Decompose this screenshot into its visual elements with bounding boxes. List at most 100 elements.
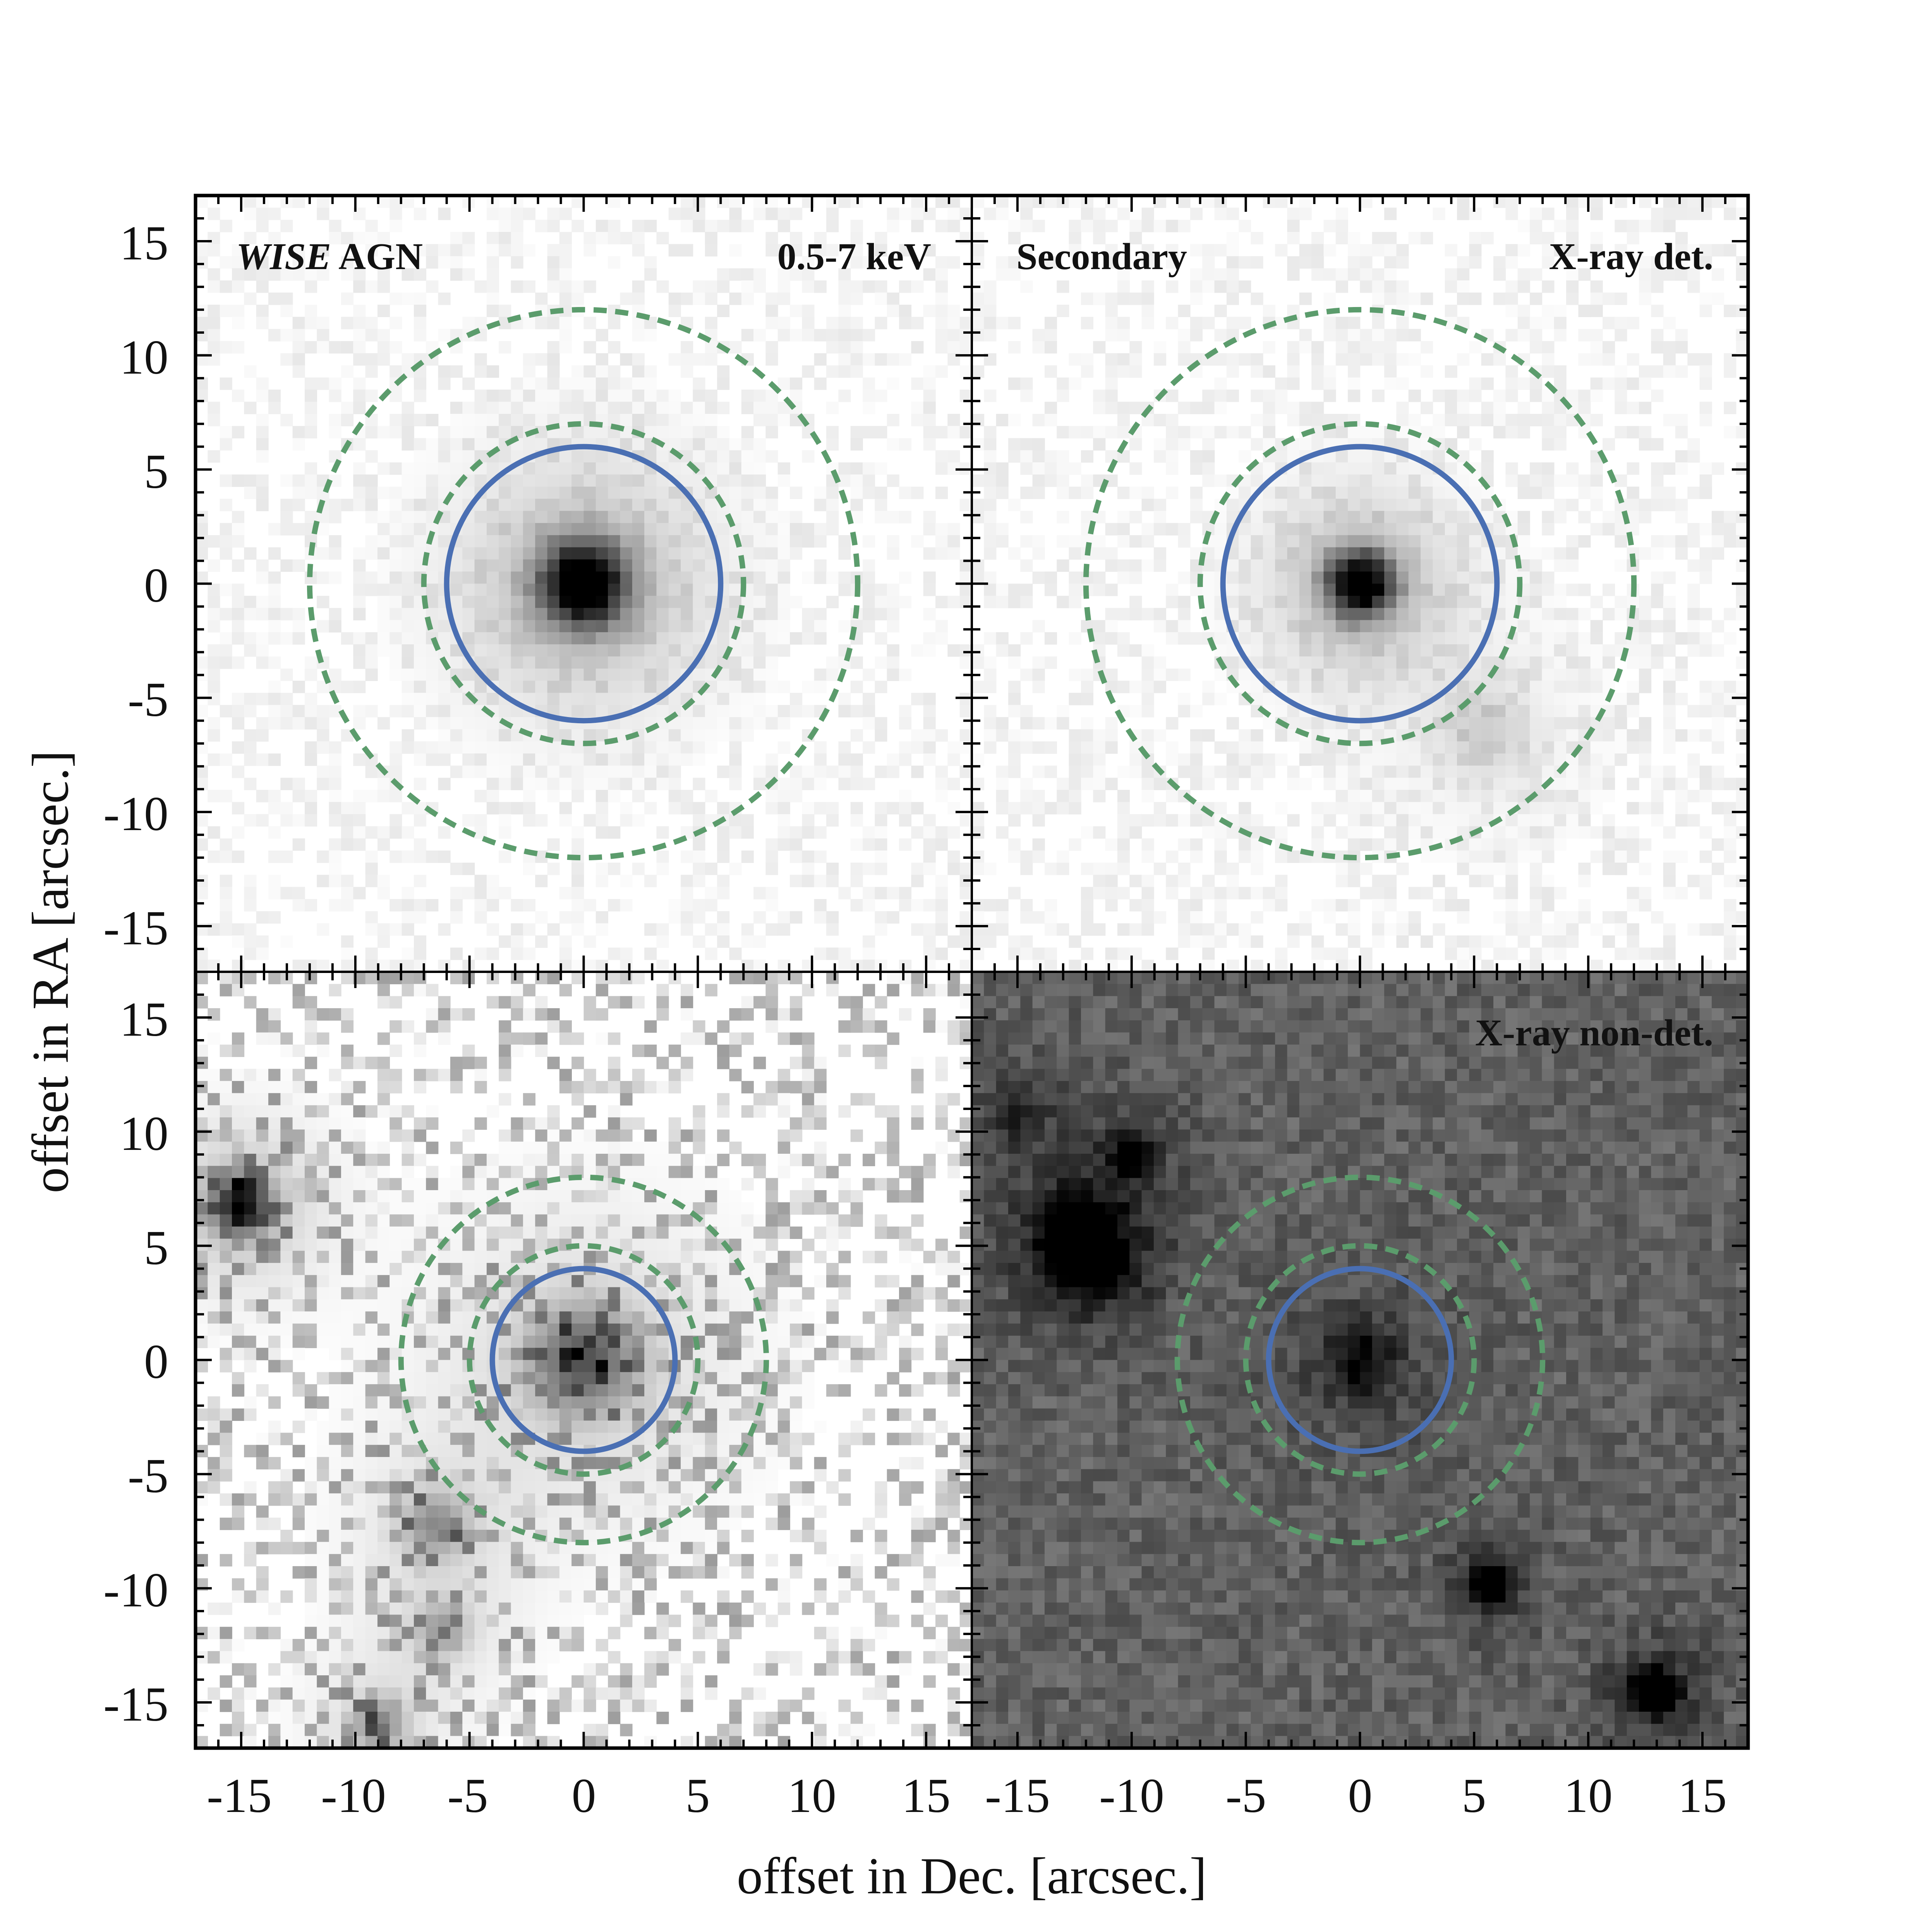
image-pixel	[632, 681, 645, 693]
image-pixel	[1517, 329, 1530, 341]
image-pixel	[850, 220, 863, 232]
image-pixel	[668, 899, 681, 912]
image-pixel	[1712, 838, 1724, 851]
image-pixel	[1008, 377, 1021, 390]
image-pixel	[620, 232, 633, 245]
image-pixel	[1457, 571, 1470, 584]
image-pixel	[1178, 814, 1191, 827]
image-pixel	[777, 292, 790, 305]
image-pixel	[486, 620, 499, 633]
image-pixel	[583, 668, 596, 681]
image-pixel	[450, 1008, 463, 1021]
image-pixel	[583, 547, 596, 560]
image-pixel	[1153, 559, 1167, 572]
image-pixel	[996, 208, 1009, 220]
image-pixel	[705, 462, 717, 475]
image-pixel	[401, 292, 414, 305]
image-pixel	[268, 232, 281, 245]
image-pixel	[1141, 644, 1154, 657]
image-pixel	[571, 681, 584, 693]
image-pixel	[1372, 280, 1385, 293]
image-pixel	[1651, 644, 1664, 657]
image-pixel	[741, 486, 754, 499]
image-pixel	[1032, 620, 1045, 633]
image-pixel	[1093, 863, 1106, 875]
image-pixel	[1554, 244, 1567, 257]
image-pixel	[486, 292, 499, 305]
panel-label-rest: AGN	[331, 236, 423, 278]
image-pixel	[693, 729, 705, 742]
image-pixel	[1166, 814, 1179, 827]
image-pixel	[535, 547, 548, 560]
image-pixel	[1287, 365, 1300, 378]
image-pixel	[632, 232, 645, 245]
image-pixel	[850, 280, 863, 293]
image-pixel	[620, 583, 633, 596]
image-pixel	[923, 729, 936, 742]
image-pixel	[220, 850, 232, 863]
image-pixel	[632, 814, 645, 827]
image-pixel	[1457, 474, 1470, 487]
image-pixel	[1542, 935, 1555, 948]
image-pixel	[401, 523, 414, 535]
image-pixel	[1408, 523, 1421, 535]
image-pixel	[365, 850, 378, 863]
image-pixel	[474, 511, 487, 523]
image-pixel	[1724, 814, 1736, 827]
image-pixel	[1421, 741, 1433, 754]
image-pixel	[232, 959, 245, 972]
image-pixel	[547, 511, 560, 523]
image-pixel	[681, 511, 693, 523]
image-pixel	[1311, 256, 1324, 269]
image-pixel	[1287, 923, 1300, 936]
image-pixel	[1360, 523, 1373, 535]
image-pixel	[668, 535, 681, 548]
image-pixel	[741, 632, 754, 645]
image-pixel	[1348, 559, 1361, 572]
image-pixel	[1287, 571, 1300, 584]
image-pixel	[790, 535, 803, 548]
image-pixel	[523, 511, 535, 523]
image-pixel	[1517, 620, 1530, 633]
image-pixel	[377, 329, 390, 341]
image-pixel	[1202, 571, 1215, 584]
image-pixel	[1651, 268, 1664, 281]
image-pixel	[1627, 887, 1639, 899]
image-pixel	[765, 608, 778, 621]
image-pixel	[414, 693, 427, 705]
image-pixel	[1251, 632, 1263, 645]
image-pixel	[426, 741, 439, 754]
image-pixel	[923, 583, 936, 596]
image-pixel	[329, 875, 341, 887]
image-pixel	[632, 753, 645, 766]
image-pixel	[1396, 620, 1409, 633]
image-pixel	[1408, 583, 1421, 596]
image-pixel	[620, 693, 633, 705]
image-pixel	[341, 232, 354, 245]
image-pixel	[1699, 486, 1712, 499]
image-pixel	[838, 959, 851, 972]
image-pixel	[1141, 668, 1154, 681]
image-pixel	[1687, 620, 1700, 633]
image-pixel	[1348, 583, 1361, 596]
image-pixel	[499, 632, 511, 645]
image-pixel	[256, 1008, 269, 1021]
image-pixel	[850, 656, 863, 669]
image-pixel	[1323, 499, 1336, 511]
image-pixel	[972, 681, 985, 693]
image-pixel	[1239, 668, 1251, 681]
image-pixel	[875, 814, 887, 827]
image-pixel	[984, 705, 997, 717]
image-pixel	[1566, 705, 1579, 717]
image-pixel	[729, 705, 742, 717]
image-pixel	[899, 304, 912, 317]
image-pixel	[1226, 244, 1239, 257]
image-pixel	[353, 377, 366, 390]
image-pixel	[1323, 741, 1336, 754]
image-pixel	[608, 620, 621, 633]
image-pixel	[729, 208, 742, 220]
image-pixel	[753, 595, 766, 608]
image-pixel	[474, 729, 487, 742]
image-pixel	[329, 341, 341, 354]
image-pixel	[741, 668, 754, 681]
